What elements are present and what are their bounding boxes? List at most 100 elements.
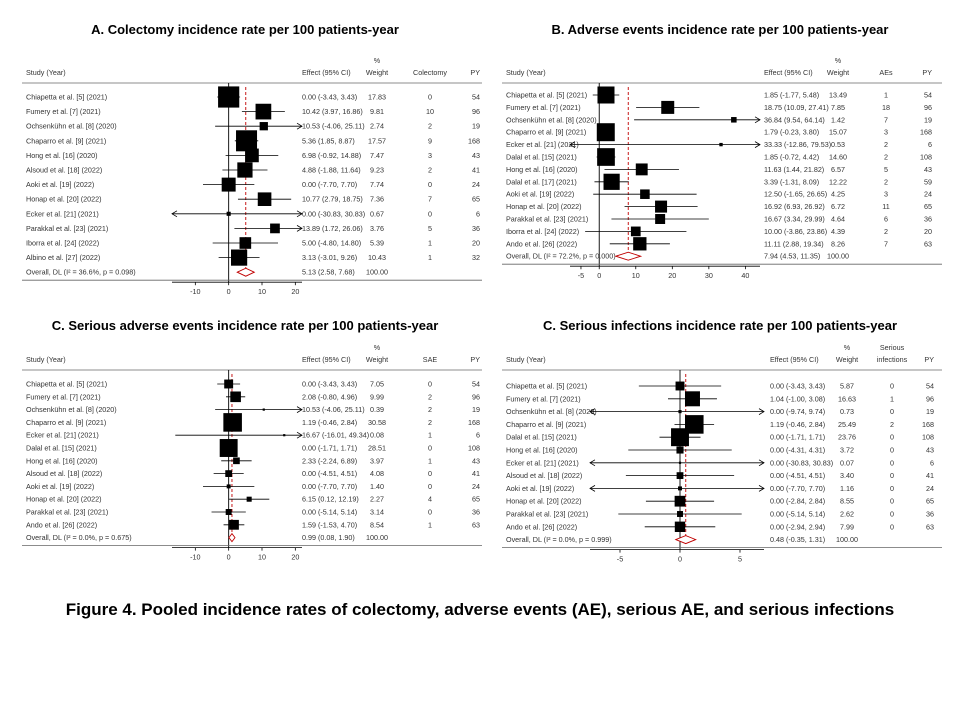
study-weight: 8.54 <box>370 520 384 529</box>
study-weight: 0.53 <box>831 140 845 149</box>
x-tick-label: 5 <box>738 555 742 564</box>
study-py: 65 <box>926 497 934 506</box>
study-weight: 2.62 <box>840 510 854 519</box>
weight-box <box>655 200 668 213</box>
study-events: 0 <box>428 180 432 189</box>
study-ci: 16.67 (3.34, 29.99) <box>764 215 825 224</box>
study-weight: 5.39 <box>370 239 384 248</box>
weight-box <box>262 408 265 411</box>
study-weight: 2.74 <box>370 122 384 131</box>
study-weight: 10.43 <box>368 253 386 262</box>
study-weight: 7.36 <box>370 195 384 204</box>
study-events: 2 <box>890 420 894 429</box>
study-events: 2 <box>884 140 888 149</box>
study-ci: 0.00 (-4.31, 4.31) <box>770 446 825 455</box>
study-py: 96 <box>924 103 932 112</box>
study-events: 4 <box>428 495 432 504</box>
weight-box <box>676 446 684 454</box>
study-events: 7 <box>884 115 888 124</box>
study-ci: 0.00 (-3.43, 3.43) <box>302 380 357 389</box>
weight-box <box>596 123 615 142</box>
study-weight: 17.83 <box>368 93 386 102</box>
study-py: 19 <box>472 122 480 131</box>
weight-box <box>678 410 682 414</box>
overall-weight: 100.00 <box>366 533 388 542</box>
study-label: Honap et al. [20] (2022) <box>26 195 102 204</box>
study-ci: 0.00 (-2.84, 2.84) <box>770 497 825 506</box>
study-py: 96 <box>926 394 934 403</box>
study-events: 0 <box>428 380 432 389</box>
study-events: 2 <box>884 153 888 162</box>
ci-arrow-right <box>758 485 765 492</box>
study-ci: 10.00 (-3.86, 23.86) <box>764 227 827 236</box>
x-tick-label: 0 <box>227 553 231 562</box>
study-ci: 12.50 (-1.65, 26.65) <box>764 190 827 199</box>
ci-arrow-right <box>754 116 761 124</box>
study-ci: 0.00 (-30.83, 30.83) <box>770 458 833 467</box>
ci-arrow-right <box>758 408 765 415</box>
study-ci: 13.89 (1.72, 26.06) <box>302 224 363 233</box>
study-py: 96 <box>472 107 480 116</box>
header-py: PY <box>470 68 480 77</box>
weight-box <box>661 100 675 114</box>
study-events: 5 <box>884 165 888 174</box>
study-label: Honap et al. [20] (2022) <box>506 497 582 506</box>
study-events: 0 <box>890 407 894 416</box>
study-py: 41 <box>472 166 480 175</box>
study-events: 0 <box>428 469 432 478</box>
study-ci: 11.63 (1.44, 21.82) <box>764 165 824 174</box>
study-label: Parakkal et al. [23] (2021) <box>26 224 108 233</box>
weight-box <box>640 189 650 199</box>
study-weight: 4.08 <box>370 469 384 478</box>
weight-box <box>245 148 259 163</box>
study-ci: 6.98 (-0.92, 14.88) <box>302 151 361 160</box>
study-py: 168 <box>920 128 932 137</box>
x-tick-label: 10 <box>258 553 266 562</box>
study-events: 11 <box>882 202 889 211</box>
weight-box <box>246 496 252 502</box>
study-label: Chaparro et al. [9] (2021) <box>26 136 106 145</box>
weight-box <box>674 495 686 507</box>
study-weight: 7.99 <box>840 522 854 531</box>
study-label: Chiapetta et al. [5] (2021) <box>506 382 587 391</box>
study-label: Ochsenkühn et al. [8] (2020) <box>26 122 117 131</box>
study-weight: 30.58 <box>368 418 386 427</box>
header-events: infections <box>877 355 908 364</box>
ci-arrow-left <box>589 485 596 492</box>
header-events: SAE <box>423 355 438 364</box>
ci-arrow-right <box>758 459 765 467</box>
study-events: 6 <box>884 215 888 224</box>
study-label: Ochsenkühn et al. [8] (2020) <box>26 405 117 414</box>
study-events: 0 <box>890 382 894 391</box>
forest-plot-adverse-events: Study (Year) Effect (95% CI)% Weight AEs PY C… <box>502 56 942 280</box>
study-py: 59 <box>924 177 932 186</box>
study-py: 19 <box>472 405 480 414</box>
study-py: 63 <box>472 520 480 529</box>
study-label: Dalal et al. [15] (2021) <box>506 153 577 162</box>
study-weight: 23.76 <box>838 433 856 442</box>
ci-arrow-right <box>296 406 303 413</box>
weight-box <box>655 214 666 224</box>
study-weight: 4.39 <box>831 227 845 236</box>
study-weight: 3.76 <box>370 224 384 233</box>
forest-plot-colectomy: Study (Year) Effect (95% CI)% Weight Colect… <box>22 56 482 296</box>
study-events: 0 <box>428 93 432 102</box>
header-events: AEs <box>879 68 893 77</box>
study-ci: 2.08 (-0.80, 4.96) <box>302 392 357 401</box>
header-weight: Weight <box>366 68 388 77</box>
study-events: 0 <box>428 482 432 491</box>
study-py: 54 <box>924 91 932 100</box>
study-events: 1 <box>890 394 894 403</box>
study-events: 1 <box>428 456 432 465</box>
study-ci: 2.33 (-2.24, 6.89) <box>302 456 357 465</box>
header-study: Study (Year) <box>26 355 66 364</box>
study-events: 0 <box>890 458 894 467</box>
overall-ci: 7.94 (4.53, 11.35) <box>764 252 820 261</box>
study-ci: 0.00 (-5.14, 5.14) <box>770 510 825 519</box>
study-py: 43 <box>924 165 932 174</box>
study-label: Alsoud et al. [18] (2022) <box>506 471 582 480</box>
study-weight: 8.26 <box>831 239 845 248</box>
panel-a-title: A. Colectomy incidence rate per 100 pati… <box>91 22 399 37</box>
ci-arrow-right <box>296 431 303 439</box>
study-py: 24 <box>924 190 932 199</box>
